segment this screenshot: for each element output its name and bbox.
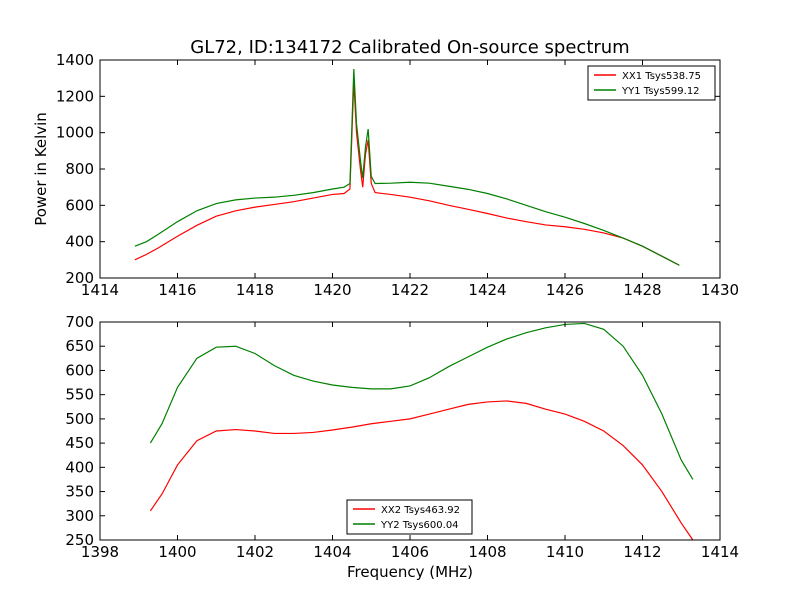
x-tick-label: 1418	[236, 281, 274, 299]
x-tick-label: 1402	[236, 543, 274, 561]
x-tick-label: 1414	[701, 543, 739, 561]
x-tick-label: 1416	[158, 281, 196, 299]
x-axis-label: Frequency (MHz)	[347, 563, 473, 581]
series-line-2-1	[149, 400, 694, 541]
y-axis-label: Power in Kelvin	[32, 112, 50, 226]
y-tick-label: 400	[65, 233, 94, 251]
y-tick-label: 250	[65, 531, 94, 549]
x-tick-label: 1430	[701, 281, 739, 299]
y-tick-label: 400	[65, 458, 94, 476]
x-tick-label: 1414	[81, 281, 119, 299]
y-tick-label: 300	[65, 507, 94, 525]
legend-box	[346, 499, 473, 535]
legend-box	[587, 65, 716, 101]
x-tick-label: 1412	[623, 543, 661, 561]
x-tick-label: 1426	[546, 281, 584, 299]
y-tick-label: 1400	[56, 51, 94, 69]
y-tick-label: 800	[65, 160, 94, 178]
y-tick-label: 1200	[56, 87, 94, 105]
y-tick-label: 650	[65, 337, 94, 355]
series-line-1-1	[134, 81, 680, 266]
x-tick-label: 1408	[468, 543, 506, 561]
x-tick-label: 1398	[81, 543, 119, 561]
legend-label: YY2 Tsys600.04	[380, 520, 459, 531]
legend-label: YY1 Tsys599.12	[621, 86, 700, 97]
y-tick-label: 700	[65, 313, 94, 331]
x-tick-label: 1400	[158, 543, 196, 561]
subplot-2: 1398 1400 1402 1404 1406 1408 1410 1412 1414 250 3…	[65, 313, 739, 581]
legend-label: XX2 Tsys463.92	[381, 505, 460, 516]
series-line-2-2	[149, 322, 694, 480]
legend: XX2 Tsys463.92 YY2 Tsys600.04	[346, 499, 473, 535]
y-tick-label: 550	[65, 386, 94, 404]
chart-title: GL72, ID:134172 Calibrated On-source spe…	[190, 37, 629, 58]
y-tick-label: 500	[65, 410, 94, 428]
x-tick-label: 1420	[313, 281, 351, 299]
legend: XX1 Tsys538.75 YY1 Tsys599.12	[587, 65, 716, 101]
x-tick-label: 1428	[623, 281, 661, 299]
x-tick-label: 1404	[313, 543, 351, 561]
legend-label: XX1 Tsys538.75	[622, 71, 701, 82]
subplot-1: 1414 1416 1418 1420 1422 1424 1426 1428 1430 200 4…	[32, 37, 739, 299]
y-tick-label: 600	[65, 361, 94, 379]
y-tick-label: 1000	[56, 124, 94, 142]
x-tick-label: 1422	[391, 281, 429, 299]
y-tick-label: 200	[65, 269, 94, 287]
x-tick-label: 1406	[391, 543, 429, 561]
y-tick-label: 350	[65, 483, 94, 501]
series-line-1-2	[134, 69, 680, 266]
x-tick-label: 1424	[468, 281, 506, 299]
x-tick-label: 1410	[546, 543, 584, 561]
y-tick-label: 600	[65, 196, 94, 214]
y-tick-label: 450	[65, 434, 94, 452]
